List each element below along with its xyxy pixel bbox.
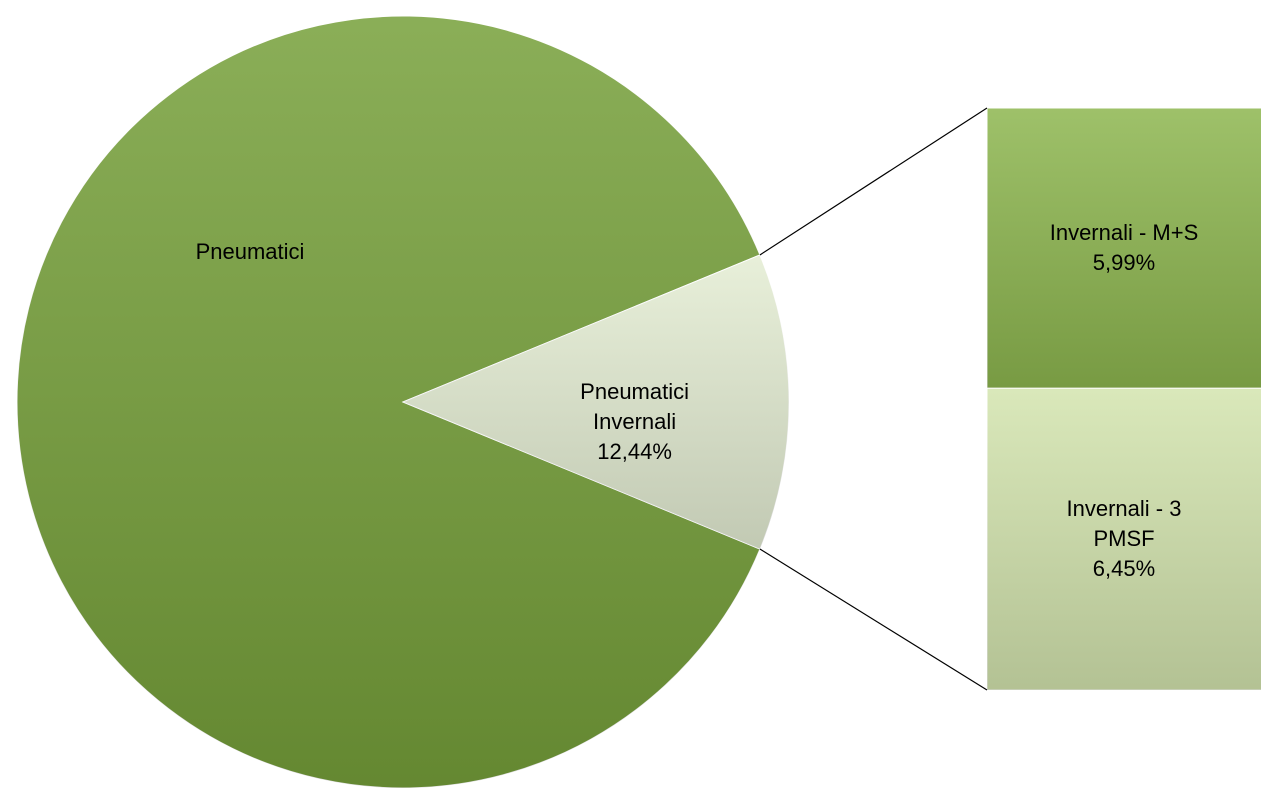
label-text: 12,44% <box>597 439 672 464</box>
bar-label: Invernali - M+S 5,99% <box>1034 218 1214 278</box>
segment-shade <box>987 108 1261 389</box>
label-text: Invernali - M+S <box>1049 220 1199 246</box>
slice-shade <box>403 254 789 550</box>
connector <box>759 548 988 691</box>
connector <box>759 107 988 256</box>
slice-shade <box>16 16 760 788</box>
label-text: Pneumatici Invernali <box>580 379 690 434</box>
segment-shade <box>987 388 1261 690</box>
label-text: 5,99% <box>1092 250 1156 276</box>
label-text: Pneumatici <box>195 239 305 264</box>
bar-label: Invernali - 3 PMSF 6,45% <box>1034 494 1214 584</box>
slice-label: Pneumatici <box>175 237 325 267</box>
label-text: 6,45% <box>1092 556 1156 582</box>
label-text: Invernali - 3 PMSF <box>1066 496 1182 552</box>
slice-label: Pneumatici Invernali 12,44% <box>560 377 710 467</box>
